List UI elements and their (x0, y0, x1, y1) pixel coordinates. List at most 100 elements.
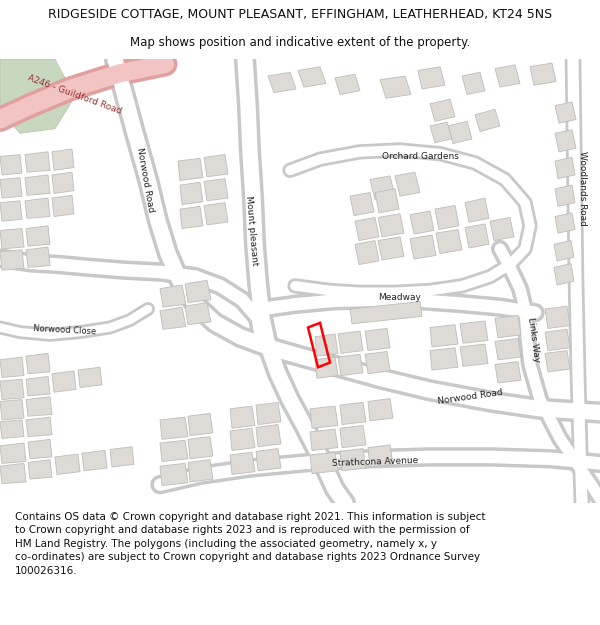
Polygon shape (256, 402, 281, 424)
Polygon shape (160, 417, 188, 439)
Polygon shape (435, 206, 459, 229)
Polygon shape (256, 449, 281, 471)
Text: RIDGESIDE COTTAGE, MOUNT PLEASANT, EFFINGHAM, LEATHERHEAD, KT24 5NS: RIDGESIDE COTTAGE, MOUNT PLEASANT, EFFIN… (48, 8, 552, 21)
Polygon shape (380, 76, 411, 98)
Polygon shape (28, 439, 52, 459)
Polygon shape (204, 202, 228, 225)
Polygon shape (465, 198, 489, 222)
Polygon shape (340, 426, 366, 448)
Text: Norwood Road: Norwood Road (437, 388, 503, 406)
Polygon shape (0, 399, 24, 420)
Polygon shape (555, 213, 575, 233)
Polygon shape (530, 63, 556, 85)
Polygon shape (495, 339, 521, 360)
Polygon shape (418, 67, 445, 89)
Polygon shape (256, 424, 281, 447)
Polygon shape (460, 321, 488, 343)
Text: A246 - Guildford Road: A246 - Guildford Road (27, 73, 123, 116)
Polygon shape (475, 109, 500, 131)
Polygon shape (25, 198, 50, 218)
Polygon shape (0, 201, 22, 221)
Polygon shape (110, 447, 134, 467)
Polygon shape (204, 179, 228, 201)
Polygon shape (185, 281, 211, 302)
Polygon shape (26, 247, 50, 268)
Polygon shape (310, 452, 338, 474)
Polygon shape (340, 402, 366, 424)
Polygon shape (545, 329, 570, 351)
Text: Strathcona Avenue: Strathcona Avenue (332, 456, 418, 468)
Polygon shape (495, 362, 521, 383)
Polygon shape (554, 241, 574, 261)
Polygon shape (204, 154, 228, 177)
Polygon shape (465, 224, 489, 248)
Polygon shape (25, 152, 50, 172)
Polygon shape (230, 428, 255, 451)
Polygon shape (545, 306, 570, 328)
Polygon shape (430, 325, 458, 347)
Polygon shape (26, 417, 52, 436)
Text: Map shows position and indicative extent of the property.: Map shows position and indicative extent… (130, 36, 470, 49)
Polygon shape (430, 348, 458, 370)
Polygon shape (378, 214, 404, 237)
Polygon shape (350, 192, 374, 216)
Polygon shape (0, 229, 24, 249)
Polygon shape (160, 440, 188, 461)
Polygon shape (268, 72, 296, 92)
Text: Meadway: Meadway (379, 293, 421, 302)
Polygon shape (448, 121, 472, 144)
Polygon shape (365, 328, 390, 351)
Polygon shape (555, 185, 575, 206)
Polygon shape (0, 177, 22, 198)
Polygon shape (555, 102, 576, 123)
Polygon shape (460, 344, 488, 366)
Polygon shape (26, 353, 50, 374)
Polygon shape (410, 235, 436, 259)
Polygon shape (368, 445, 393, 467)
Polygon shape (188, 436, 213, 459)
Polygon shape (338, 354, 363, 376)
Polygon shape (395, 172, 420, 196)
Polygon shape (495, 316, 521, 338)
Polygon shape (315, 334, 338, 356)
Polygon shape (368, 399, 393, 421)
Polygon shape (0, 463, 26, 484)
Polygon shape (375, 189, 399, 213)
Text: Woodlands Road: Woodlands Road (578, 151, 587, 226)
Polygon shape (430, 122, 452, 142)
Polygon shape (0, 443, 26, 463)
Polygon shape (350, 302, 422, 324)
Polygon shape (160, 463, 188, 486)
Polygon shape (0, 154, 22, 175)
Polygon shape (0, 59, 75, 133)
Polygon shape (310, 406, 338, 428)
Polygon shape (545, 351, 570, 372)
Polygon shape (410, 211, 434, 234)
Polygon shape (52, 172, 74, 193)
Polygon shape (52, 371, 76, 392)
Text: Orchard Gardens: Orchard Gardens (382, 152, 458, 161)
Polygon shape (0, 420, 24, 438)
Polygon shape (230, 406, 255, 428)
Text: Mount pleasant: Mount pleasant (244, 195, 260, 266)
Polygon shape (555, 158, 575, 179)
Polygon shape (178, 158, 203, 181)
Polygon shape (52, 195, 74, 216)
Polygon shape (26, 397, 52, 416)
Polygon shape (188, 414, 213, 436)
Polygon shape (462, 72, 485, 94)
Polygon shape (340, 449, 366, 471)
Polygon shape (315, 357, 338, 378)
Polygon shape (0, 250, 24, 270)
Polygon shape (554, 264, 574, 285)
Polygon shape (160, 285, 186, 307)
Polygon shape (52, 149, 74, 170)
Polygon shape (55, 454, 80, 474)
Polygon shape (0, 379, 24, 399)
Polygon shape (370, 176, 395, 200)
Polygon shape (230, 452, 255, 474)
Text: Contains OS data © Crown copyright and database right 2021. This information is : Contains OS data © Crown copyright and d… (15, 512, 485, 576)
Polygon shape (490, 217, 514, 241)
Polygon shape (335, 74, 360, 94)
Polygon shape (28, 459, 52, 479)
